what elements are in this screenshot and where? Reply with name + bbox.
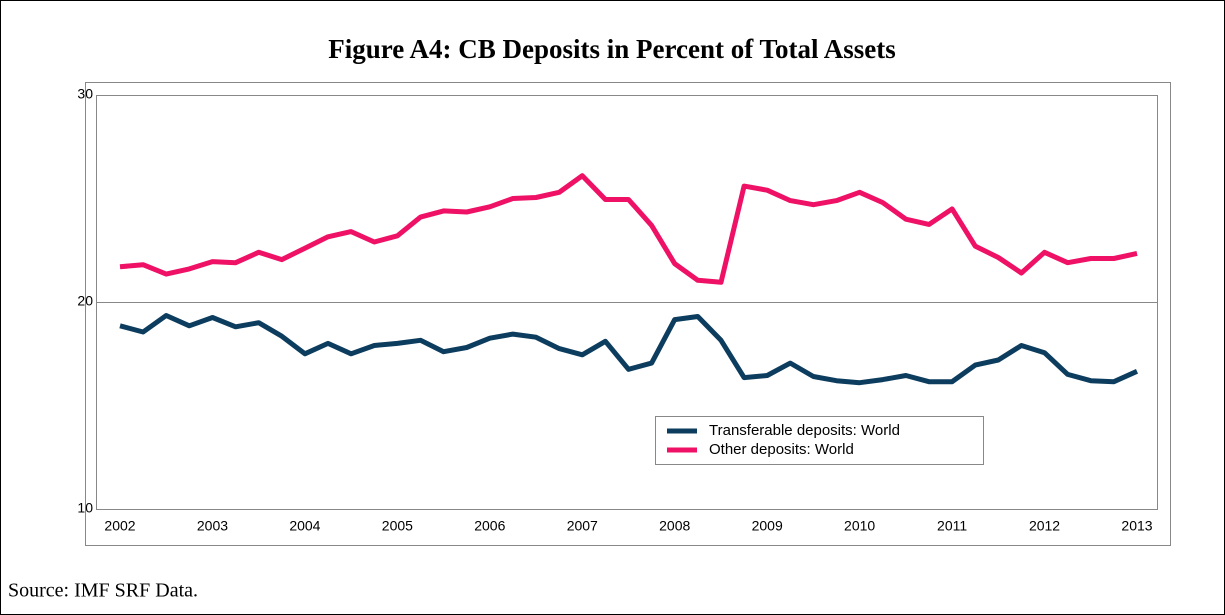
x-tick-label: 2003 — [197, 518, 228, 534]
series-line — [119, 313, 1139, 386]
y-tick-label: 30 — [77, 86, 93, 102]
y-tick-label: 10 — [77, 500, 93, 516]
chart-title: Figure A4: CB Deposits in Percent of Tot… — [328, 34, 896, 64]
y-tick-label: 20 — [77, 293, 93, 309]
x-tick-label: 2013 — [1121, 518, 1152, 534]
source-note: Source: IMF SRF Data. — [8, 580, 198, 602]
x-tick-label: 2012 — [1029, 518, 1060, 534]
x-tick-label: 2011 — [937, 518, 967, 534]
x-tick-label: 2010 — [844, 518, 875, 534]
x-tick-label: 2005 — [382, 518, 413, 534]
legend-label: Other deposits: World — [709, 441, 854, 458]
x-tick-label: 2009 — [752, 518, 783, 534]
series-line — [119, 173, 1138, 285]
legend-label: Transferable deposits: World — [709, 422, 900, 439]
x-tick-label: 2006 — [474, 518, 505, 534]
x-tick-label: 2008 — [659, 518, 690, 534]
legend-box — [655, 416, 984, 465]
x-tick-label: 2007 — [567, 518, 598, 534]
chart-frame — [85, 82, 1171, 546]
x-tick-label: 2004 — [289, 518, 320, 534]
x-tick-label: 2002 — [104, 518, 135, 534]
